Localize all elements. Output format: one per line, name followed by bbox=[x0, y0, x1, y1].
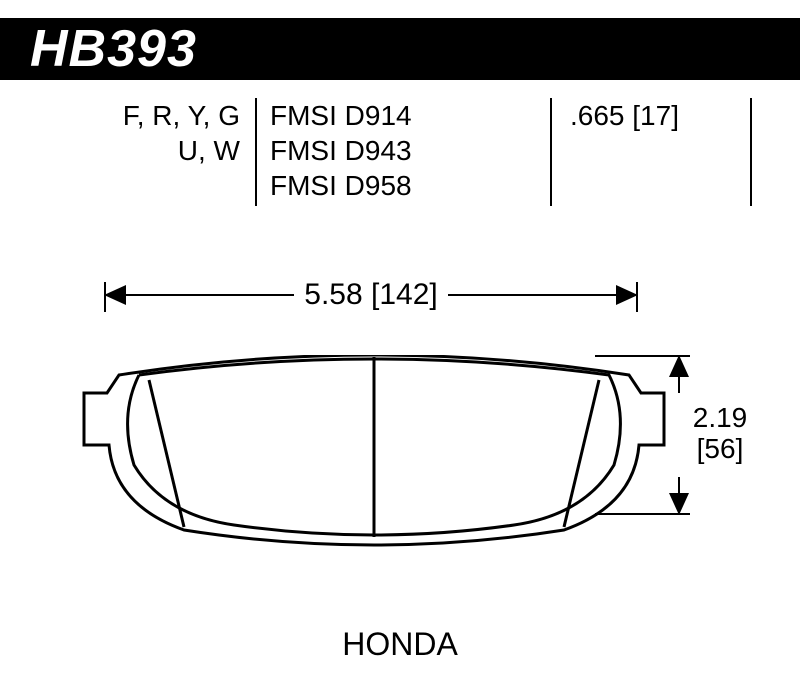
height-in: 2.19 bbox=[693, 402, 748, 433]
height-dimension: 2.19 [56] bbox=[660, 355, 790, 515]
spec-sheet: HB393 F, R, Y, G U, W FMSI D914 FMSI D94… bbox=[0, 0, 800, 691]
part-number: HB393 bbox=[30, 19, 197, 79]
thickness-in: .665 bbox=[570, 100, 625, 131]
fmsi-code: FMSI D914 bbox=[270, 98, 530, 133]
spec-row: F, R, Y, G U, W FMSI D914 FMSI D943 FMSI… bbox=[0, 98, 800, 218]
fmsi-column: FMSI D914 FMSI D943 FMSI D958 bbox=[270, 98, 530, 203]
height-mm: [56] bbox=[697, 433, 744, 464]
header-bar: HB393 bbox=[0, 18, 800, 80]
variants-line: F, R, Y, G bbox=[60, 98, 240, 133]
variants-line: U, W bbox=[60, 133, 240, 168]
divider bbox=[255, 98, 257, 206]
divider bbox=[550, 98, 552, 206]
dim-line bbox=[448, 294, 638, 296]
fmsi-code: FMSI D958 bbox=[270, 168, 530, 203]
dim-line bbox=[678, 355, 680, 393]
width-in: 5.58 bbox=[304, 278, 362, 311]
width-mm: [142] bbox=[371, 278, 438, 311]
width-dimension: 5.58 [142] bbox=[104, 270, 638, 320]
thickness-mm: [17] bbox=[632, 100, 679, 131]
thickness-column: .665 [17] bbox=[570, 98, 770, 133]
arrow-right-icon bbox=[616, 285, 638, 305]
thickness-value: .665 [17] bbox=[570, 98, 770, 133]
vehicle-brand: HONDA bbox=[0, 626, 800, 663]
variants-column: F, R, Y, G U, W bbox=[60, 98, 240, 168]
fmsi-code: FMSI D943 bbox=[270, 133, 530, 168]
divider bbox=[750, 98, 752, 206]
arrow-down-icon bbox=[669, 493, 689, 515]
height-label: 2.19 [56] bbox=[650, 403, 790, 465]
brake-pad-diagram bbox=[74, 355, 674, 565]
